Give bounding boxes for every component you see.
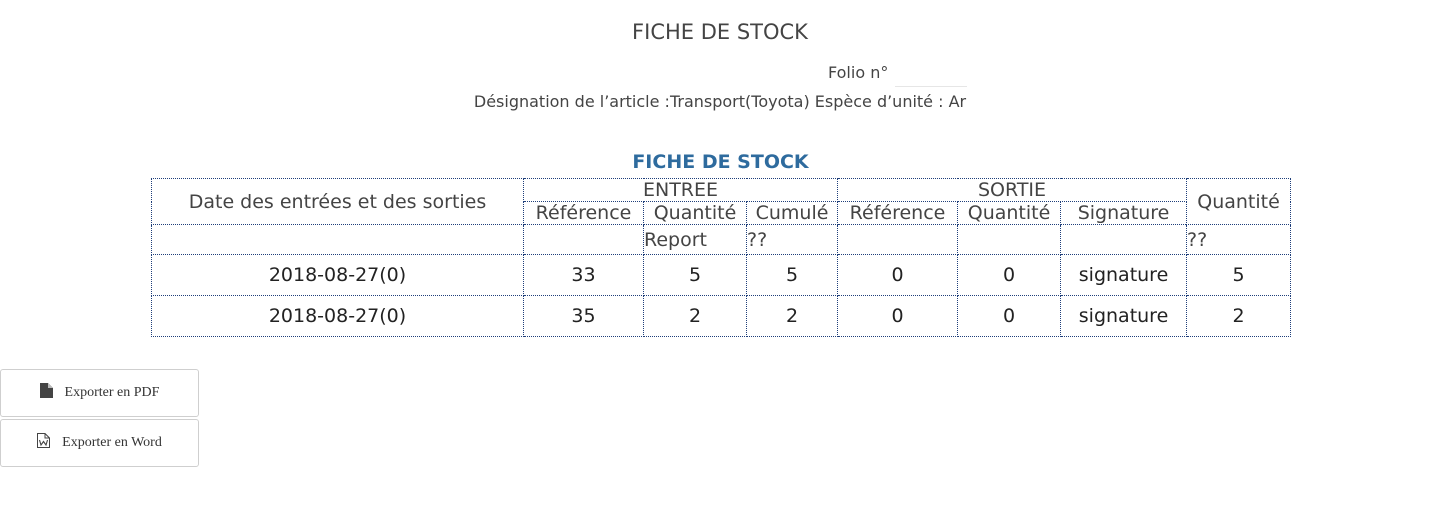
table-row: 2018-08-27(0) 33 5 5 0 0 signature 5: [151, 254, 1292, 296]
table-caption: FICHE DE STOCK: [632, 151, 809, 173]
cell-signature: signature: [1060, 254, 1188, 296]
col-header-sortie-reference: Référence: [837, 201, 959, 225]
table-row: 2018-08-27(0) 35 2 2 0 0 signature 2: [151, 295, 1292, 337]
report-signature-cell: [1060, 224, 1188, 255]
col-header-entree-reference: Référence: [523, 201, 644, 225]
report-quantite: ??: [1186, 224, 1292, 255]
cell-entree-quantite: 2: [643, 295, 747, 337]
export-word-label: Exporter en Word: [62, 435, 162, 450]
cell-entree-reference: 35: [523, 295, 644, 337]
report-date-cell: [151, 224, 524, 255]
export-pdf-label: Exporter en PDF: [64, 385, 160, 400]
report-cumule: ??: [745, 224, 839, 255]
folio-label: Folio n°: [828, 63, 889, 82]
col-header-quantite: Quantité: [1186, 178, 1292, 225]
report-sortie-qte-cell: [957, 224, 1062, 255]
folio-input[interactable]: [895, 60, 967, 87]
col-header-entree-cumule: Cumulé: [745, 201, 839, 225]
col-header-entree-quantite: Quantité: [643, 201, 747, 225]
col-header-sortie: SORTIE: [837, 178, 1188, 202]
export-pdf-button[interactable]: Exporter en PDF: [0, 369, 199, 417]
cell-sortie-reference: 0: [837, 295, 959, 337]
col-header-date: Date des entrées et des sorties: [151, 178, 524, 225]
cell-entree-cumule: 2: [745, 295, 839, 337]
cell-date: 2018-08-27(0): [151, 295, 524, 337]
report-label: Report: [643, 224, 747, 255]
col-header-sortie-quantite: Quantité: [957, 201, 1062, 225]
cell-sortie-quantite: 0: [957, 254, 1062, 296]
file-icon: [39, 383, 53, 403]
header-row-group: Date des entrées et des sorties ENTREE S…: [151, 178, 1292, 225]
article-designation: Désignation de l’article :Transport(Toyo…: [473, 92, 967, 111]
word-file-icon: [37, 433, 51, 453]
page-title: FICHE DE STOCK: [632, 20, 808, 44]
report-row: Report ?? ??: [151, 224, 1292, 255]
cell-entree-reference: 33: [523, 254, 644, 296]
cell-sortie-quantite: 0: [957, 295, 1062, 337]
cell-quantite: 2: [1186, 295, 1292, 337]
cell-sortie-reference: 0: [837, 254, 959, 296]
cell-signature: signature: [1060, 295, 1188, 337]
cell-quantite: 5: [1186, 254, 1292, 296]
report-sortie-ref-cell: [837, 224, 959, 255]
col-header-sortie-signature: Signature: [1060, 201, 1188, 225]
cell-date: 2018-08-27(0): [151, 254, 524, 296]
report-entree-ref-cell: [523, 224, 644, 255]
export-word-button[interactable]: Exporter en Word: [0, 419, 199, 467]
header-row-sub: Référence Quantité Cumulé Référence Quan…: [152, 201, 1291, 225]
cell-entree-cumule: 5: [745, 254, 839, 296]
cell-entree-quantite: 5: [643, 254, 747, 296]
stock-table: Date des entrées et des sorties ENTREE S…: [151, 178, 1292, 337]
col-header-entree: ENTREE: [522, 178, 839, 202]
